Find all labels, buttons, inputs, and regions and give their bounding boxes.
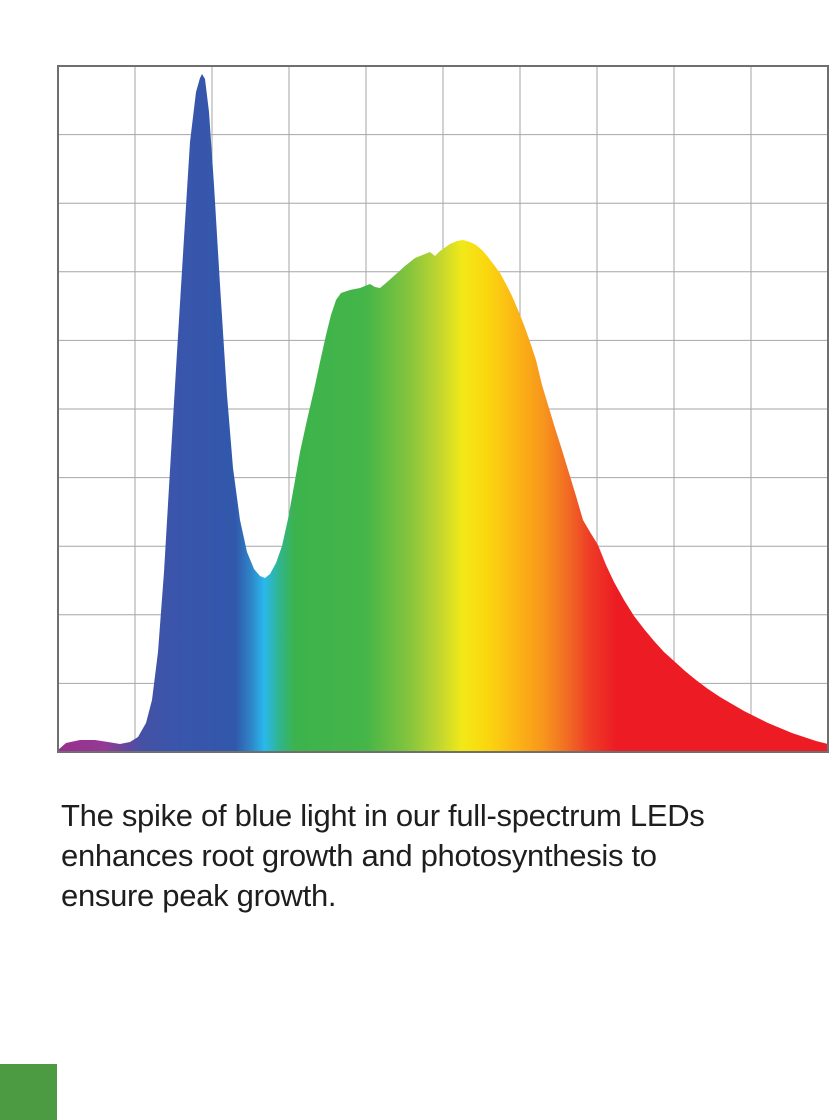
caption: The spike of blue light in our full-spec… [61,796,791,916]
caption-line-2: enhances root growth and photosynthesis … [61,838,657,873]
caption-line-1: The spike of blue light in our full-spec… [61,798,705,833]
page-corner-accent [0,1064,57,1120]
spectrum-chart [57,65,829,753]
caption-line-3: ensure peak growth. [61,878,337,913]
chart-frame [57,65,829,753]
spectrum-area-curve [58,74,828,752]
